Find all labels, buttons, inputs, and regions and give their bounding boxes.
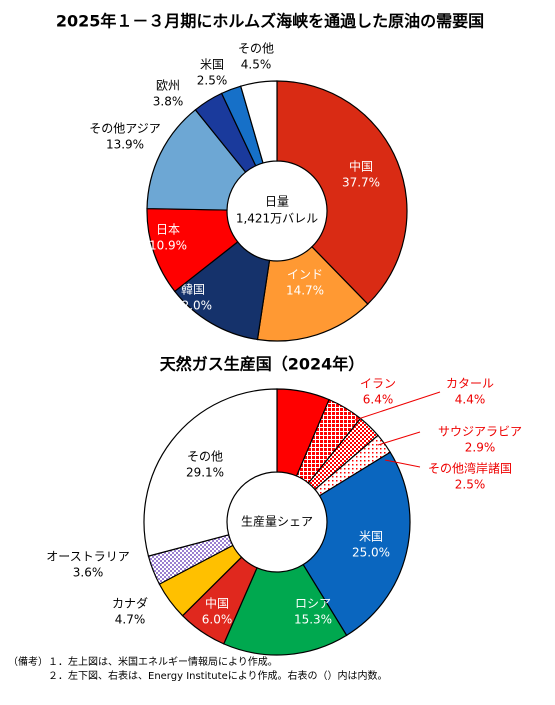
slice-label: その他 bbox=[238, 42, 274, 56]
slice-label: オーストラリア bbox=[46, 550, 129, 564]
slice-value: 6.4% bbox=[363, 393, 394, 407]
slice-label: サウジアラビア bbox=[438, 425, 522, 439]
chart-title: 天然ガス生産国（2024年） bbox=[160, 355, 365, 374]
slice-value: 2.5% bbox=[197, 74, 228, 88]
leader-line bbox=[377, 431, 421, 446]
slice-value: 12.0% bbox=[174, 299, 212, 313]
slice-label: その他湾岸諸国 bbox=[428, 461, 512, 476]
slice-value: 15.3% bbox=[294, 613, 332, 627]
slice-label: 米国 bbox=[359, 530, 383, 544]
slice-value: 14.7% bbox=[286, 284, 324, 298]
slice-label: カタール bbox=[446, 377, 494, 391]
slice-value: 6.0% bbox=[202, 613, 233, 627]
slice-label: 中国 bbox=[205, 596, 229, 611]
leader-line bbox=[354, 391, 441, 421]
leader-line bbox=[384, 459, 421, 468]
slice-label: 米国 bbox=[200, 58, 224, 72]
chart-title: 2025年１－３月期にホルムズ海峡を通過した原油の需要国 bbox=[56, 12, 484, 31]
slice-value: 29.1% bbox=[186, 466, 224, 480]
slice-value: 2.5% bbox=[455, 478, 486, 492]
slice bbox=[276, 80, 408, 305]
slice-label: ロシア bbox=[295, 597, 331, 611]
slice-label: その他アジア bbox=[89, 122, 161, 136]
slice-value: 13.9% bbox=[106, 138, 144, 152]
slice-label: 日本 bbox=[156, 223, 180, 237]
slice-value: 25.0% bbox=[352, 546, 390, 560]
slice bbox=[256, 245, 369, 342]
slice bbox=[222, 563, 348, 656]
note: １．左上図は、米国エネルギー情報局により作成。 bbox=[48, 655, 278, 668]
slice-label: その他 bbox=[187, 450, 223, 464]
center-label: 生産量シェア bbox=[241, 514, 313, 529]
slice-label: インド bbox=[287, 268, 323, 282]
slice bbox=[239, 80, 278, 164]
slice-value: 2.9% bbox=[465, 441, 496, 455]
slice-value: 4.5% bbox=[241, 58, 272, 72]
slice-value: 37.7% bbox=[342, 176, 380, 190]
slice-label: 中国 bbox=[349, 159, 373, 174]
slice-label: イラン bbox=[360, 377, 396, 391]
slice-value: 3.6% bbox=[73, 566, 104, 580]
slice-label: 欧州 bbox=[156, 79, 180, 93]
center-label: 日量 bbox=[265, 195, 289, 209]
center-label: 1,421万バレル bbox=[236, 212, 318, 226]
slice bbox=[302, 451, 411, 637]
notes-prefix: （備考） bbox=[8, 655, 48, 668]
slice-value: 10.9% bbox=[149, 239, 187, 253]
slice bbox=[143, 388, 278, 557]
slice-label: 韓国 bbox=[181, 283, 205, 297]
slice-value: 3.8% bbox=[153, 95, 184, 109]
slice-label: カナダ bbox=[112, 596, 148, 611]
slice-value: 4.4% bbox=[455, 393, 486, 407]
slice-value: 4.7% bbox=[115, 613, 146, 627]
note: ２．左下図、右表は、Energy Instituteにより作成。右表の（）内は内… bbox=[48, 669, 388, 682]
